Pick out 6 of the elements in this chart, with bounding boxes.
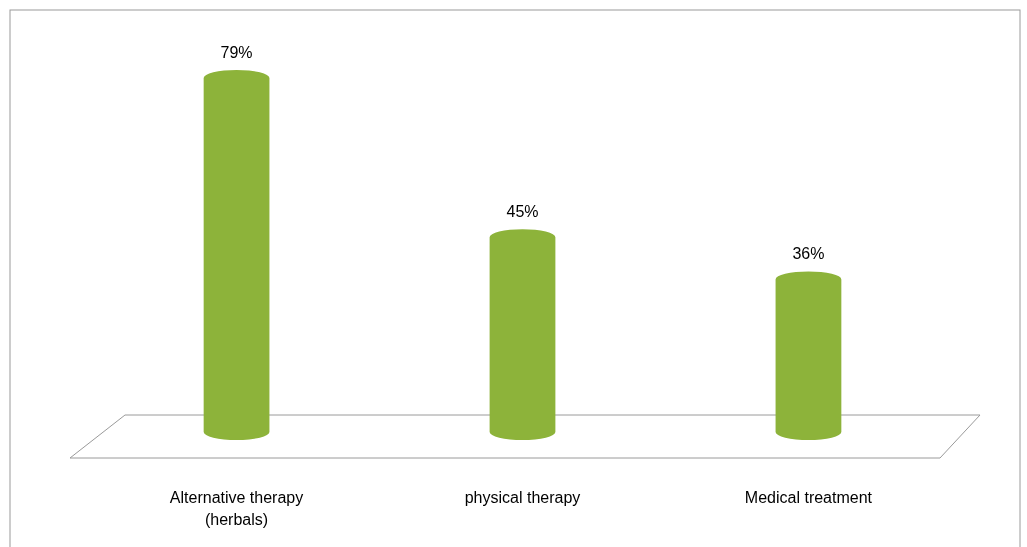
x-tick-label: Medical treatment <box>744 489 873 506</box>
data-label: 45% <box>506 203 539 221</box>
x-tick-label: physical therapy <box>464 489 581 506</box>
data-label: 79% <box>220 44 253 61</box>
data-label: 36% <box>792 245 825 263</box>
x-tick-label: Alternative therapy (herbals) <box>169 489 304 528</box>
